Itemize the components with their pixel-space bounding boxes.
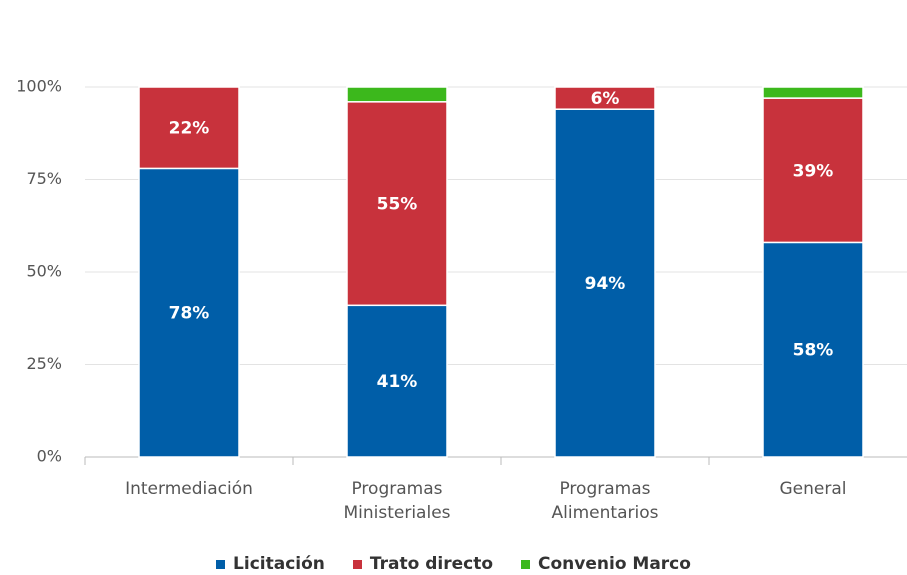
y-tick-label: 0% <box>37 447 62 466</box>
bar-segment <box>762 86 864 99</box>
legend: Licitación Trato directo Convenio Marco <box>0 554 907 574</box>
data-label: 39% <box>793 161 834 181</box>
bar-segment <box>762 97 864 244</box>
data-label: 94% <box>585 274 626 294</box>
legend-swatch <box>216 559 226 569</box>
legend-swatch <box>352 559 362 569</box>
bar-segment <box>346 86 448 103</box>
x-tick-label: Programas Alimentarios <box>551 479 659 523</box>
data-label: 6% <box>591 89 620 109</box>
legend-item: Trato directo <box>352 554 494 574</box>
y-tick-label: 100% <box>16 77 62 96</box>
legend-label: Convenio Marco <box>538 554 691 574</box>
y-tick-label: 75% <box>26 169 62 188</box>
bar-segment <box>346 304 448 458</box>
legend-label: Licitación <box>233 554 325 574</box>
y-tick-label: 50% <box>26 262 62 281</box>
legend-label: Trato directo <box>369 554 494 574</box>
legend-swatch <box>521 559 531 569</box>
x-tick-label: Programas Ministeriales <box>343 479 451 523</box>
bar-segment <box>554 108 656 458</box>
data-label: 78% <box>169 304 210 324</box>
bar-segment <box>138 86 240 170</box>
data-label: 58% <box>793 341 834 361</box>
bar-segment <box>346 101 448 307</box>
x-tick-label: General <box>779 479 847 499</box>
y-tick-label: 25% <box>26 354 62 373</box>
legend-item: Licitación <box>216 554 325 574</box>
bar-segment <box>138 167 240 458</box>
data-label: 55% <box>377 195 418 215</box>
bar-segment <box>554 86 656 110</box>
data-label: 41% <box>377 372 418 392</box>
legend-item: Convenio Marco <box>521 554 691 574</box>
x-tick-label: Intermediación <box>125 479 253 499</box>
bar-segment <box>762 241 864 458</box>
data-label: 22% <box>169 119 210 139</box>
